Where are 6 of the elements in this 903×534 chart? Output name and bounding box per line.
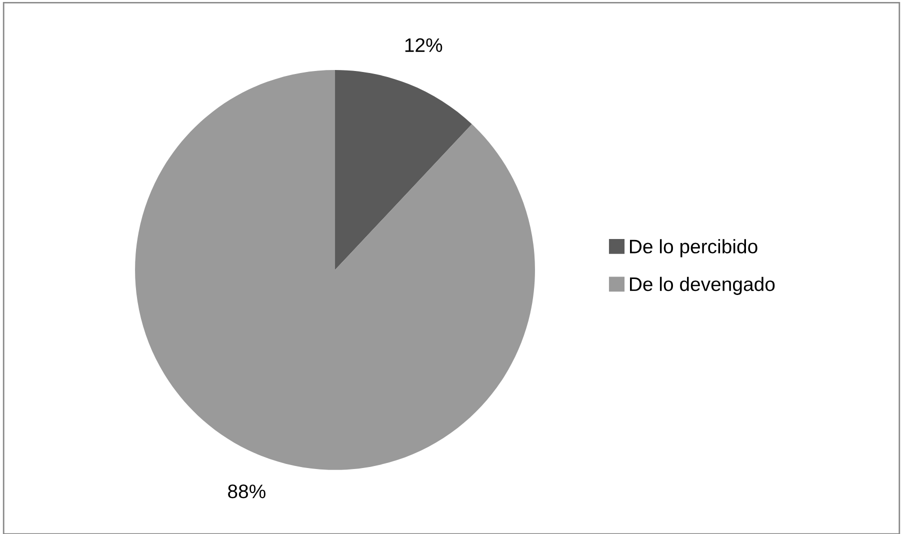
- data-label: 12%: [405, 38, 442, 52]
- legend-label: De lo percibido: [630, 239, 758, 258]
- data-label: 88%: [228, 484, 266, 498]
- pie-slice: [335, 70, 472, 270]
- pie-slice: [135, 70, 535, 470]
- legend-label: De lo devengado: [630, 276, 775, 295]
